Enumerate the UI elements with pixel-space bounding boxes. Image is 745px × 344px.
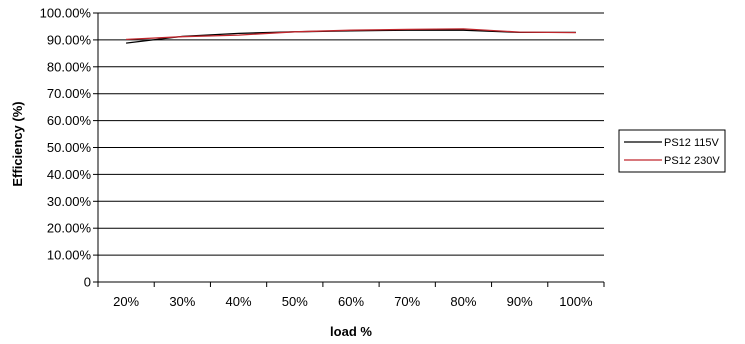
series-lines (126, 28, 576, 44)
grid-lines (98, 12, 604, 256)
x-tick-label: 30% (169, 294, 195, 309)
y-tick-label: 40.00% (47, 167, 92, 182)
y-tick-label: 50.00% (47, 140, 92, 155)
x-tick-labels: 20% 30% 40% 50% 60% 70% 80% 90% 100% (113, 294, 593, 309)
legend: PS12 115V PS12 230V (618, 129, 726, 173)
x-tick-label: 90% (507, 294, 533, 309)
x-tick-label: 40% (226, 294, 252, 309)
y-tick-label: 70.00% (47, 86, 92, 101)
axes (93, 12, 605, 287)
x-tick-label: 70% (394, 294, 420, 309)
x-tick-label: 80% (450, 294, 476, 309)
y-tick-label: 0 (84, 275, 91, 290)
x-tick-label: 60% (338, 294, 364, 309)
y-tick-labels: 0 10.00% 20.00% 30.00% 40.00% 50.00% 60.00% 70.… (40, 6, 92, 290)
legend-label-230v: PS12 230V (664, 155, 720, 167)
y-tick-label: 80.00% (47, 59, 92, 74)
x-axis-title: load % (330, 324, 372, 339)
series-line-230v (126, 28, 576, 41)
y-tick-label: 100.00% (40, 6, 92, 21)
y-tick-label: 10.00% (47, 248, 92, 263)
y-tick-label: 90.00% (47, 32, 92, 47)
x-tick-label: 100% (559, 294, 593, 309)
y-axis-title: Efficiency (%) (10, 101, 25, 186)
x-tick-label: 20% (113, 294, 139, 309)
legend-box (618, 129, 726, 173)
y-tick-label: 60.00% (47, 113, 92, 128)
x-tick-label: 50% (282, 294, 308, 309)
legend-label-115v: PS12 115V (664, 137, 720, 149)
y-tick-label: 30.00% (47, 194, 92, 209)
y-tick-label: 20.00% (47, 221, 92, 236)
